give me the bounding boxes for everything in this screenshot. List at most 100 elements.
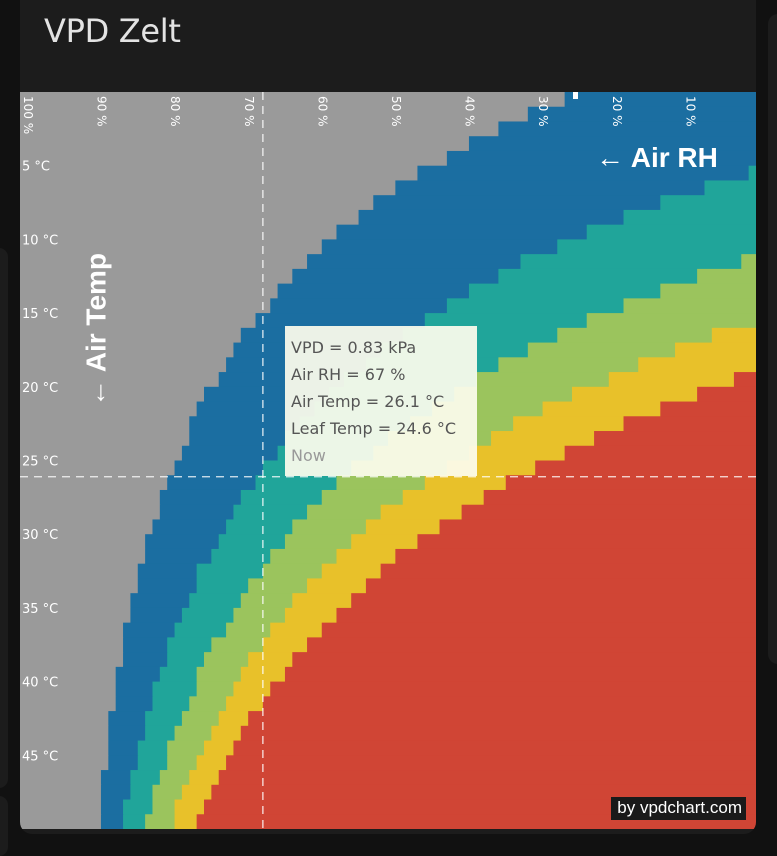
heatmap-cell [20,784,102,801]
heatmap-cell [20,209,360,226]
heatmap-cell [468,445,566,462]
heatmap-cell [424,475,507,491]
heatmap-cell [174,799,205,815]
y-tick-label: 30 °C [22,528,58,543]
heatmap-cell [262,637,308,653]
heatmap-cell [292,519,367,535]
heatmap-cell [365,519,441,535]
heatmap-cell [218,534,286,550]
heatmap-cell [351,593,756,609]
heatmap-cell [20,578,139,594]
heatmap-cell [284,534,352,550]
heatmap-cell [240,725,756,742]
heatmap-cell [513,416,625,432]
left-neighbor-card [0,248,8,788]
heatmap-cell [196,563,264,580]
heatmap-cell [351,534,419,550]
y-tick-label: 10 °C [22,233,58,248]
heatmap-cell [159,770,190,786]
heatmap-cell [174,460,264,476]
heatmap-cell [307,504,382,521]
x-tick-label: 10 % [683,96,697,127]
heatmap-cell [20,489,161,506]
x-tick-label: 30 % [536,96,550,127]
heatmap-cell [167,740,205,756]
heatmap-cell [20,386,205,403]
heatmap-cell [108,711,146,727]
heatmap-cell [159,489,242,506]
x-tick-label: 50 % [389,96,403,127]
heatmap-cell [226,755,756,771]
heatmap-cell [20,342,235,358]
heatmap-cell [174,622,227,638]
heatmap-cell [336,548,396,565]
heatmap-cell [270,298,448,314]
y-tick-label: 40 °C [22,676,58,691]
tooltip-now-label: Now [291,446,326,465]
heatmap-cell [226,622,271,638]
heatmap-cell [248,711,756,727]
heatmap-cell [167,475,257,491]
heatmap-cell [20,548,146,565]
heatmap-cell [115,666,161,683]
heatmap-cell [270,622,323,638]
heatmap-cell [100,814,124,829]
x-tick-label: 40 % [463,96,477,127]
heatmap-cell [240,666,286,683]
heatmap-cell [189,696,227,712]
heatmap-cell [159,504,235,521]
heatmap-cell [20,254,308,270]
heatmap-cell [218,711,249,727]
heatmap-cell [123,799,154,815]
heatmap-cell [446,298,625,314]
heatmap-cell [270,548,338,565]
heatmap-cell [20,475,168,491]
x-tick-label: 20 % [610,96,624,127]
heatmap-cell [211,784,756,801]
heatmap-cell [20,622,124,638]
heatmap-cell [20,652,124,668]
heatmap-cell [218,770,756,786]
heatmap-cell [20,106,529,123]
heatmap-cell [20,357,227,373]
heatmap-cell [292,268,499,285]
heatmap-cell [240,593,293,609]
card-title: VPD Zelt [44,12,181,50]
heatmap-cell [189,431,286,447]
heatmap-cell [20,460,176,476]
heatmap-cell [307,637,756,653]
heatmap-cell [424,313,588,329]
heatmap-cell [520,254,742,270]
heatmap-cell [498,121,756,137]
heatmap-cell [660,401,756,417]
heatmap-cell [623,298,756,314]
tooltip-leaf-temp: Leaf Temp = 24.6 °C [291,419,457,438]
heatmap-cell [20,814,102,829]
heatmap-cell [572,386,698,403]
heatmap-cell [20,416,190,432]
heatmap-cell [130,607,183,624]
heatmap-cell [152,799,176,815]
heatmap-cell [491,431,595,447]
heatmap-cell [145,725,176,742]
y-tick-label: 35 °C [22,602,58,617]
heatmap-cell [20,150,448,167]
vpdchart-credit[interactable]: by vpdchart.com [611,797,746,820]
heatmap-cell [20,637,124,653]
heatmap-cell [262,563,323,580]
heatmap-cell [20,121,499,137]
heatmap-cell [660,195,756,211]
current-reading-tooltip: VPD = 0.83 kPa Air RH = 67 % Air Temp = … [285,326,477,476]
heatmap-cell [181,607,235,624]
heatmap-cell [20,799,102,815]
heatmap-cell [20,224,338,240]
heatmap-cell [189,593,242,609]
heatmap-cell [20,401,198,417]
heatmap-cell [181,445,279,462]
heatmap-cell [20,327,242,344]
heatmap-cell [20,180,396,196]
heatmap-cell [527,342,676,358]
heatmap-cell [130,593,190,609]
heatmap-cell [167,637,212,653]
heatmap-cell [402,489,485,506]
